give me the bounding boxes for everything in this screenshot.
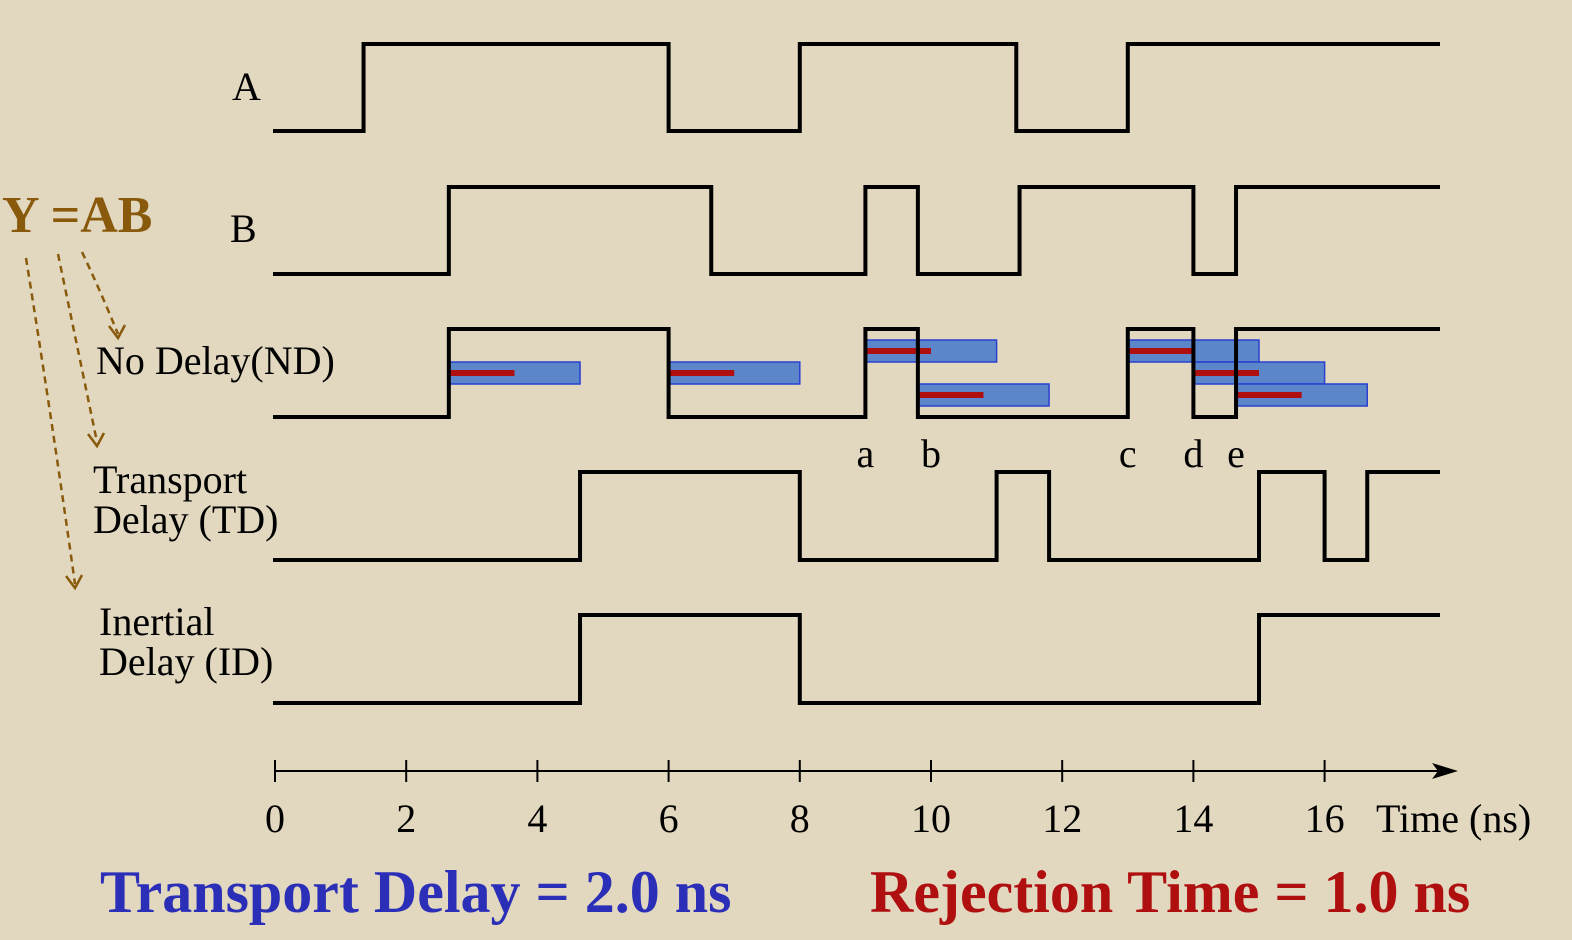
arrow-to-id-head-icon <box>65 574 84 591</box>
time-axis-arrow-icon <box>1432 763 1458 779</box>
event-marker-d: d <box>1183 431 1203 476</box>
time-tick-label: 6 <box>659 796 679 841</box>
arrow-to-nd <box>80 251 120 335</box>
time-tick-label: 2 <box>396 796 416 841</box>
signal-label-nd: No Delay(ND) <box>96 338 335 383</box>
signal-label-a: A <box>232 64 261 109</box>
event-marker-c: c <box>1119 431 1137 476</box>
arrow-to-td <box>56 253 99 443</box>
waveform-b <box>273 185 1440 276</box>
time-tick-label: 14 <box>1173 796 1213 841</box>
signal-label-td: Transport <box>93 457 247 502</box>
time-tick-label: 10 <box>911 796 951 841</box>
signal-label-b: B <box>230 206 257 251</box>
arrow-to-td-head-icon <box>87 432 106 449</box>
equation-arrows <box>24 251 127 591</box>
waveform-a <box>273 42 1440 133</box>
event-marker-a: a <box>857 431 875 476</box>
transport-delay-label: Transport Delay = 2.0 ns <box>100 859 731 925</box>
time-tick-label: 0 <box>265 796 285 841</box>
event-marker-e: e <box>1227 431 1245 476</box>
signal-label-id: Inertial <box>99 599 215 644</box>
signal-label-td: Delay (TD) <box>93 497 278 542</box>
waveform-td <box>273 470 1440 562</box>
waveform-nd <box>273 327 1440 419</box>
arrow-to-nd-head-icon <box>108 324 127 341</box>
time-tick-label: 12 <box>1042 796 1082 841</box>
waveform-id <box>273 613 1440 705</box>
time-tick-label: 4 <box>527 796 547 841</box>
signal-label-id: Delay (ID) <box>99 639 273 684</box>
event-marker-b: b <box>921 431 941 476</box>
time-axis: 0 2 4 6 8 10 12 14 16 Time (ns) <box>265 760 1531 841</box>
arrow-to-id <box>24 257 77 585</box>
rejection-windows <box>448 339 1368 407</box>
waveforms <box>273 42 1440 705</box>
time-tick-label: 8 <box>790 796 810 841</box>
rejection-time-label: Rejection Time = 1.0 ns <box>870 859 1470 925</box>
time-axis-label: Time (ns) <box>1376 796 1531 841</box>
equation-label: Y =AB <box>2 187 153 244</box>
time-tick-label: 16 <box>1305 796 1345 841</box>
